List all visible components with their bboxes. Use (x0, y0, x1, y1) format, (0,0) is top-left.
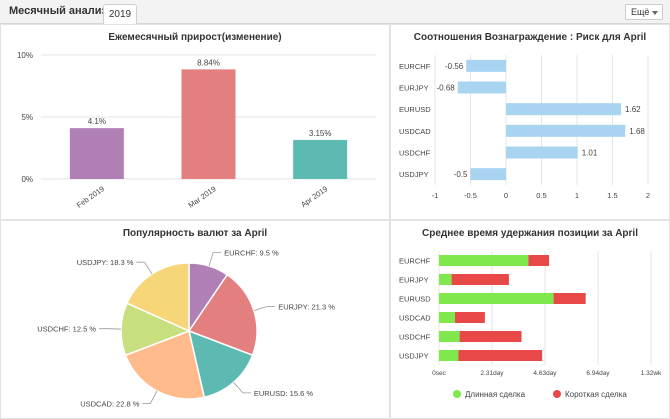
slice-label: EURUSD: 15.6 % (254, 389, 314, 398)
y-tick-label: 0% (21, 175, 33, 184)
long-trade-bar (439, 312, 456, 323)
x-tick-label: -0.5 (464, 191, 477, 200)
holding-time-title: Среднее время удержания позиции за April (422, 228, 638, 239)
bar (470, 168, 506, 181)
currency-popularity-title: Популярность валют за April (122, 228, 268, 239)
top-bar: Месячный анализ 2019 Ещё (0, 0, 670, 25)
y-tick-label: USDCAD (399, 314, 431, 323)
pie-slice (187, 329, 254, 399)
x-tick-label: Apr 2019 (299, 184, 329, 209)
x-tick-label: 6.94day (586, 370, 610, 377)
slice-label: EURJPY: 21.3 % (278, 302, 335, 311)
long-trade-bar (439, 293, 554, 304)
bar-data-label: -0.56 (445, 62, 464, 71)
y-tick-label: 5% (21, 113, 33, 122)
leader-line (233, 382, 251, 394)
short-trade-bar (455, 312, 485, 323)
bar (181, 69, 236, 179)
legend-label: Длинная сделка (465, 390, 526, 399)
bar-data-label: 1.68 (629, 127, 645, 136)
short-trade-bar (553, 293, 586, 304)
y-tick-label: EURJPY (399, 84, 429, 93)
long-trade-bar (439, 350, 459, 361)
currency-popularity-panel: Популярность валют за April EURCHF: 9.5 … (0, 220, 390, 419)
y-tick-label: EURCHF (399, 257, 431, 266)
reward-risk-panel: Соотношения Вознаграждение : Риск для Ap… (390, 24, 670, 220)
slice-label: USDCHF: 12.5 % (37, 325, 96, 334)
reward-risk-title: Соотношения Вознаграждение : Риск для Ap… (413, 32, 647, 43)
x-tick-label: -1 (432, 191, 439, 200)
x-tick-label: 0 (504, 191, 508, 200)
holding-time-panel: Среднее время удержания позиции за April… (390, 220, 670, 419)
bar (293, 139, 348, 179)
bar (457, 81, 506, 94)
y-tick-label: USDCAD (399, 127, 431, 136)
bar-data-label: 1.62 (625, 105, 641, 114)
x-tick-label: 1.32wk (641, 370, 662, 377)
tab-2019[interactable]: 2019 (103, 4, 137, 25)
x-tick-label: 4.63day (533, 370, 557, 377)
legend-marker (553, 390, 561, 398)
x-tick-label: Feb 2019 (75, 184, 106, 210)
page-title: Месячный анализ (9, 5, 108, 17)
short-trade-bar (451, 274, 509, 285)
bar-data-label: 4.1% (88, 117, 106, 126)
bar (506, 124, 626, 137)
y-tick-label: EURUSD (399, 105, 431, 114)
monthly-growth-title: Ежемесячный прирост(изменение) (108, 32, 282, 43)
x-tick-label: 0.5 (536, 191, 546, 200)
long-trade-bar (439, 274, 452, 285)
leader-line (142, 390, 158, 404)
y-tick-label: EURJPY (399, 276, 429, 285)
x-tick-label: 0sec (432, 370, 446, 377)
more-button[interactable]: Ещё (625, 4, 663, 20)
more-button-label: Ещё (631, 7, 650, 17)
y-tick-label: EURCHF (399, 62, 431, 71)
leader-line (253, 305, 276, 311)
pie-slice (187, 273, 258, 357)
bar-data-label: 3.15% (309, 129, 332, 138)
leader-line (136, 261, 153, 275)
holding-time-chart: 0sec 2.31day 4.63day 6.94day 1.32wk EURCHF EUR… (399, 251, 662, 399)
bar (506, 103, 622, 116)
bar-data-label: -0.5 (454, 170, 468, 179)
y-tick-label: USDJPY (399, 170, 429, 179)
bar (466, 59, 506, 72)
slice-label: EURCHF: 9.5 % (224, 249, 279, 258)
slice-label: USDCAD: 22.8 % (80, 399, 140, 408)
y-tick-label: USDJPY (399, 352, 429, 361)
long-trade-bar (439, 255, 529, 266)
y-tick-label: EURUSD (399, 295, 431, 304)
short-trade-bar (458, 350, 543, 361)
y-tick-label: USDCHF (399, 149, 431, 158)
x-tick-label: 2.31day (480, 370, 504, 377)
y-tick-label: USDCHF (399, 333, 431, 342)
bar-data-label: 8.84% (197, 58, 220, 67)
currency-popularity-chart: EURCHF: 9.5 % EURJPY: 21.3 % EURUSD: 15.6 … (37, 249, 335, 409)
chevron-down-icon (652, 11, 658, 15)
legend-marker (453, 390, 461, 398)
x-tick-label: 1 (575, 191, 579, 200)
slice-label: USDJPY: 18.3 % (77, 258, 134, 267)
short-trade-bar (528, 255, 550, 266)
bar (69, 128, 124, 179)
short-trade-bar (459, 331, 522, 342)
y-tick-label: 10% (17, 51, 33, 60)
x-tick-label: 2 (646, 191, 650, 200)
x-tick-label: Mar 2019 (187, 184, 218, 210)
bar-data-label: -0.68 (436, 84, 455, 93)
monthly-growth-chart: 0% 5% 10% 4.1% Feb 2019 8.84% Mar 2019 3.15% Apr… (17, 51, 376, 210)
long-trade-bar (439, 331, 460, 342)
monthly-growth-panel: Ежемесячный прирост(изменение) 0% 5% 10% 4.… (0, 24, 390, 220)
bar-data-label: 1.01 (582, 149, 598, 158)
reward-risk-chart: -1 -0.5 0 0.5 1 1.5 2 EURCHF -0.56 EURJPY -0.68 EUR… (399, 55, 650, 200)
pie-slice (125, 262, 190, 333)
leader-line (208, 252, 222, 267)
bar (506, 146, 578, 159)
legend-label: Короткая сделка (565, 390, 627, 399)
x-tick-label: 1.5 (607, 191, 617, 200)
